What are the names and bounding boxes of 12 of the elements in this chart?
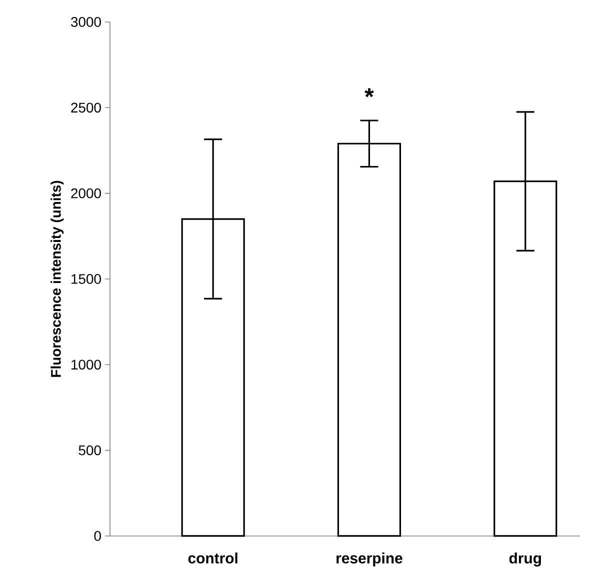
y-tick-label: 500 <box>78 445 101 456</box>
x-tick-label: control <box>188 552 238 564</box>
annotation: * <box>364 88 374 98</box>
x-tick-label: drug <box>509 552 541 567</box>
y-tick-label: 2500 <box>71 102 101 113</box>
y-tick-label: 2000 <box>71 188 101 198</box>
y-tick-label: 0 <box>94 531 101 541</box>
y-tick-label: 1500 <box>72 274 101 284</box>
y-axis-title: Fluorescence intensity (units) <box>50 180 64 377</box>
y-tick-label: 1000 <box>72 360 101 370</box>
y-tick-label: 3000 <box>70 17 101 27</box>
x-tick-label: reserpine <box>336 552 402 566</box>
